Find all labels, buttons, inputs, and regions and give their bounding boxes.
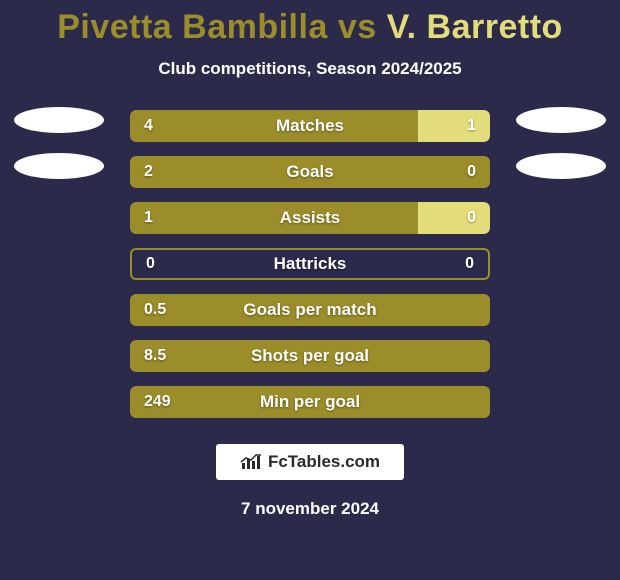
team-badge-right xyxy=(516,107,606,133)
stat-row: Min per goal249 xyxy=(0,379,620,425)
stat-value-left: 4 xyxy=(144,117,153,135)
stat-bar: Matches4 1 xyxy=(130,110,490,142)
stats-rows: Matches41Goals20Assists10Hattricks00Goal… xyxy=(0,103,620,425)
page-title: Pivetta Bambilla vs V. Barretto xyxy=(0,8,620,47)
stat-label: Assists xyxy=(130,208,490,228)
stat-value-left: 0 xyxy=(146,255,155,273)
stat-row: Assists1 0 xyxy=(0,195,620,241)
stat-bar: Assists1 0 xyxy=(130,202,490,234)
stat-bar: Min per goal249 xyxy=(130,386,490,418)
stat-row: Goals2 0 xyxy=(0,149,620,195)
stat-value-left: 249 xyxy=(144,393,171,411)
stat-value-left: 0.5 xyxy=(144,301,166,319)
stat-value-left: 1 xyxy=(144,209,153,227)
subtitle: Club competitions, Season 2024/2025 xyxy=(0,59,620,79)
title-player1: Pivetta Bambilla xyxy=(57,8,328,46)
stat-label: Min per goal xyxy=(130,392,490,412)
stat-value-right: 0 xyxy=(467,163,476,181)
date-text: 7 november 2024 xyxy=(0,499,620,519)
comparison-infographic: Pivetta Bambilla vs V. Barretto Club com… xyxy=(0,0,620,580)
stat-label: Goals xyxy=(130,162,490,182)
team-badge-left xyxy=(14,107,104,133)
stat-label: Matches xyxy=(130,116,490,136)
stat-bar: Goals per match0.5 xyxy=(130,294,490,326)
stat-row: Hattricks0 0 xyxy=(0,241,620,287)
stat-row: Shots per goal8.5 xyxy=(0,333,620,379)
team-badge-left xyxy=(14,153,104,179)
title-player2: V. Barretto xyxy=(387,8,563,46)
stat-value-right: 0 xyxy=(467,209,476,227)
branding-badge: FcTables.com xyxy=(215,443,405,481)
stat-value-left: 8.5 xyxy=(144,347,166,365)
stat-value-right: 1 xyxy=(467,117,476,135)
stat-label: Shots per goal xyxy=(130,346,490,366)
chart-icon xyxy=(240,453,262,471)
stat-label: Hattricks xyxy=(132,254,488,274)
title-vs: vs xyxy=(338,8,377,46)
stat-bar: Shots per goal8.5 xyxy=(130,340,490,372)
stat-label: Goals per match xyxy=(130,300,490,320)
team-badge-right xyxy=(516,153,606,179)
stat-bar: Goals2 0 xyxy=(130,156,490,188)
stat-value-left: 2 xyxy=(144,163,153,181)
stat-bar: Hattricks0 0 xyxy=(130,248,490,280)
stat-row: Matches4 1 xyxy=(0,103,620,149)
branding-text: FcTables.com xyxy=(268,452,380,472)
stat-row: Goals per match0.5 xyxy=(0,287,620,333)
stat-value-right: 0 xyxy=(465,255,474,273)
